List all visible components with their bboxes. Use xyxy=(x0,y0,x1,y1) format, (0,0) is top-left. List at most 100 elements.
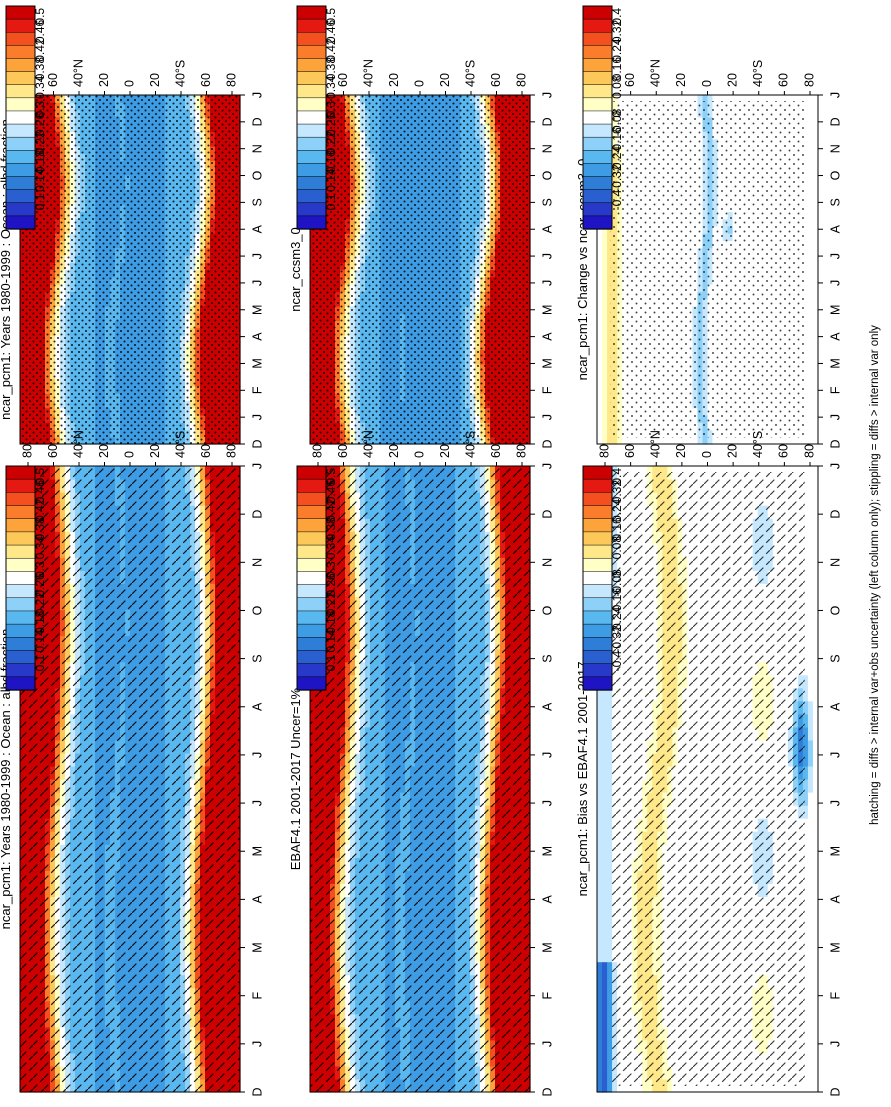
colorbar-label: 0.14 xyxy=(33,629,47,653)
colorbar-label: 0.34 xyxy=(33,536,47,560)
colorbar-swatch xyxy=(5,610,36,625)
colorbar-swatch xyxy=(5,650,36,665)
lat-tick-label: 20 xyxy=(148,73,162,87)
colorbar-label: 0.5 xyxy=(33,8,47,25)
colorbar-swatch xyxy=(5,58,36,73)
colorbar-label: 0.26 xyxy=(33,112,47,136)
month-tick-label: A xyxy=(250,332,264,341)
lat-tick-label: 20 xyxy=(97,73,111,87)
colorbar-label: 0.1 xyxy=(33,193,47,210)
colorbar-swatch xyxy=(5,663,36,678)
colorbar-swatch xyxy=(5,597,36,612)
lat-tick-label: 40°S xyxy=(173,431,187,458)
colorbar-swatch xyxy=(5,71,36,86)
colorbar-swatch xyxy=(5,45,36,60)
lat-tick-label: 80 xyxy=(224,73,238,87)
lat-tick-label: 60 xyxy=(46,444,60,458)
colorbar-swatch xyxy=(5,571,36,586)
month-tick-label: A xyxy=(250,224,264,233)
colorbar-swatch xyxy=(5,136,36,151)
colorbar-swatch xyxy=(5,84,36,99)
month-tick-label: N xyxy=(250,558,264,567)
lat-tick-label: 40°N xyxy=(71,430,85,458)
lat-tick-label: 0 xyxy=(122,80,136,87)
colorbar-swatch xyxy=(5,557,36,573)
month-tick-label: O xyxy=(250,605,264,615)
month-tick-label: J xyxy=(250,253,264,259)
lat-tick-label: 20 xyxy=(97,444,111,458)
colorbar-swatch xyxy=(5,31,36,47)
panel-3: DJFMAMJJASONDJ806040°N2002040°S6080ncar_… xyxy=(288,5,554,449)
month-tick-label: S xyxy=(250,654,264,662)
colorbar-swatch xyxy=(5,202,36,217)
month-tick-label: J xyxy=(250,1041,264,1047)
month-tick-label: J xyxy=(250,800,264,806)
panel-1: DJFMAMJJASONDJ806040°N2002040°S6080ncar_… xyxy=(0,5,264,449)
month-tick-label: F xyxy=(250,992,264,1000)
colorbar-swatch xyxy=(5,518,36,533)
stippling-overlay xyxy=(20,95,240,444)
month-tick-label: J xyxy=(250,752,264,758)
colorbar-label: 0.46 xyxy=(33,19,47,43)
colorbar-swatch xyxy=(5,623,36,638)
month-tick-label: M xyxy=(250,942,264,952)
colorbar-swatch xyxy=(5,544,36,559)
month-tick-label: M xyxy=(250,358,264,368)
colorbar-swatch xyxy=(5,492,36,507)
month-tick-label: J xyxy=(250,414,264,420)
colorbar-swatch xyxy=(5,150,36,165)
colorbar-label: 0.14 xyxy=(33,168,47,192)
lat-tick-label: 0 xyxy=(122,451,136,458)
month-tick-label: N xyxy=(250,144,264,153)
month-tick-label: O xyxy=(250,170,264,180)
month-tick-label: D xyxy=(250,510,264,519)
month-tick-label: J xyxy=(250,92,264,98)
lat-tick-label: 60 xyxy=(199,444,213,458)
lat-tick-label: 20 xyxy=(148,444,162,458)
colorbar-swatch xyxy=(5,123,36,138)
month-tick-label: F xyxy=(250,386,264,394)
colorbar-swatch xyxy=(5,163,36,178)
colorbar-swatch xyxy=(5,215,36,230)
colorbar-swatch xyxy=(5,531,36,546)
month-tick-label: D xyxy=(250,439,264,448)
colorbar-label: 0.18 xyxy=(33,150,47,174)
colorbar-swatch xyxy=(5,478,36,494)
month-tick-label: J xyxy=(250,280,264,286)
lat-tick-label: 40°N xyxy=(71,59,85,87)
colorbar-swatch xyxy=(5,676,36,691)
colorbar-label: 0.22 xyxy=(33,131,47,155)
colorbar-label: 0.38 xyxy=(33,57,47,81)
colorbar-swatch xyxy=(5,584,36,599)
lat-tick-label: 80 xyxy=(224,444,238,458)
month-tick-label: D xyxy=(250,117,264,126)
colorbar-swatch xyxy=(5,465,36,480)
month-tick-label: M xyxy=(250,846,264,856)
colorbar-swatch xyxy=(5,637,36,652)
month-tick-label: J xyxy=(250,463,264,469)
month-tick-label: A xyxy=(250,895,264,904)
colorbar-swatch xyxy=(5,97,36,112)
hatching-overlay xyxy=(20,466,240,1092)
lat-tick-label: 60 xyxy=(199,73,213,87)
month-tick-label: D xyxy=(250,1087,264,1096)
month-tick-label: M xyxy=(250,305,264,315)
colorbar-swatch xyxy=(5,176,36,191)
panel-grid: DJFMAMJJASONDJ806040°N2002040°S6080ncar_… xyxy=(0,5,842,1097)
colorbar-swatch xyxy=(5,505,36,520)
colorbar-swatch xyxy=(5,110,36,125)
colorbar-label: 0.42 xyxy=(33,38,47,62)
colorbar-label: 0.34 xyxy=(33,75,47,99)
month-tick-label: S xyxy=(250,198,264,206)
colorbar-frame xyxy=(5,5,36,230)
colorbar-label: 0.3 xyxy=(33,100,47,117)
lat-tick-label: 80 xyxy=(20,444,34,458)
lat-tick-label: 40°S xyxy=(173,60,187,87)
colorbar-label: 0.1 xyxy=(33,654,47,671)
colorbar-swatch xyxy=(5,189,36,204)
colorbar-swatch xyxy=(5,18,36,33)
lat-tick-label: 60 xyxy=(46,73,60,87)
colorbar-swatch xyxy=(5,5,36,20)
